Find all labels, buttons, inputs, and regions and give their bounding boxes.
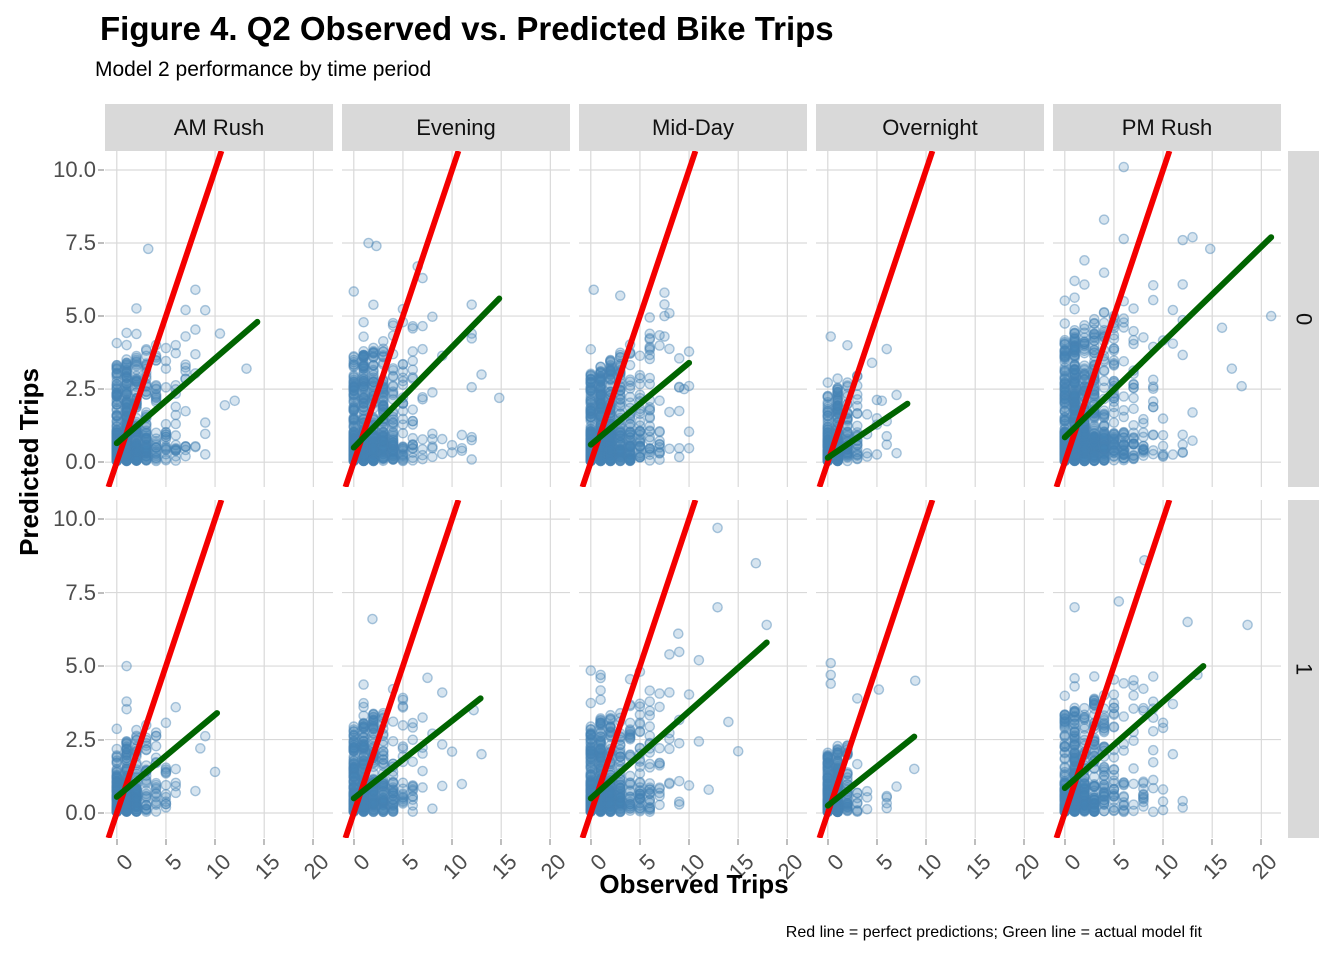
model-fit-line [113,318,261,447]
facet-strip-label: Evening [416,114,496,140]
y-tick-mark [98,518,104,521]
x-tick-mark [115,839,118,845]
y-tick-label: 7.5 [65,579,96,605]
model-fit-line [1061,663,1207,792]
scatter-points [348,613,487,818]
x-tick-mark [826,839,829,845]
panel-overnight-row0 [816,151,1044,487]
y-axis-title: Predicted Trips [14,368,44,556]
figure-subtitle: Model 2 performance by time period [95,58,432,81]
facet-strip-pm-rush: PM Rush [1053,104,1281,151]
facet-strip-am-rush: AM Rush [105,104,333,151]
x-tick-mark [1162,839,1165,845]
x-tick-mark [263,839,266,845]
y-tick-mark [98,315,104,318]
model-fit-line [350,695,484,802]
panel-evening-row1 [342,500,570,838]
x-tick-mark [925,839,928,845]
facet-row-strip-label: 0 [1291,312,1317,326]
y-tick-label: 2.5 [65,376,96,402]
panel-am-rush-row0 [105,151,333,487]
y-tick-mark [98,168,104,171]
x-tick-mark [589,839,592,845]
facet-strip-label: AM Rush [173,114,265,140]
figure-caption: Red line = perfect predictions; Green li… [785,924,1202,941]
model-fit-line [587,639,770,802]
perfect-prediction-line [816,500,936,838]
y-tick-label: 2.5 [65,726,96,752]
panel-overnight-row1 [816,500,1044,838]
y-tick-mark [98,388,104,391]
model-fit-line [113,710,221,800]
x-axis-title: Observed Trips [599,869,789,899]
figure-title: Figure 4. Q2 Observed vs. Predicted Bike… [100,10,834,47]
facet-strip-mid-day: Mid-Day [579,104,807,151]
y-tick-mark [98,461,104,464]
x-tick-mark [688,839,691,845]
x-tick-mark [451,839,454,845]
x-tick-mark [1112,839,1115,845]
x-tick-mark [549,839,552,845]
perfect-prediction-line [579,151,699,487]
facet-row-strip-0: 0 [1288,151,1319,487]
scatter-points [1059,161,1277,467]
panel-evening-row0 [342,151,570,487]
x-tick-mark [312,839,315,845]
panel-pm-rush-row1 [1053,500,1281,838]
x-tick-mark [214,839,217,845]
x-tick-mark [1260,839,1263,845]
model-fit-line [1061,234,1275,441]
x-tick-mark [737,839,740,845]
panel-mid-day-row1 [579,500,807,838]
scatter-points [1059,554,1253,818]
perfect-prediction-line [105,500,225,838]
panel-pm-rush-row0 [1053,151,1281,487]
facet-row-strip-1: 1 [1288,500,1319,838]
perfect-prediction-line [342,151,462,487]
x-tick-mark [786,839,789,845]
y-tick-mark [98,812,104,815]
y-tick-mark [98,591,104,594]
model-fit-line [824,733,918,809]
y-tick-mark [98,665,104,668]
panel-mid-day-row0 [579,151,807,487]
x-tick-mark [638,839,641,845]
y-tick-label: 10.0 [53,506,96,532]
x-tick-mark [1211,839,1214,845]
x-tick-mark [875,839,878,845]
facet-row-strip-label: 1 [1291,662,1317,676]
y-tick-label: 10.0 [53,156,96,182]
y-tick-label: 0.0 [65,449,96,475]
facet-strip-label: Overnight [882,114,978,140]
y-tick-label: 5.0 [65,303,96,329]
model-fit-line [824,400,911,461]
model-fit-line [587,359,693,448]
facet-strip-label: Mid-Day [652,114,734,140]
facet-strip-label: PM Rush [1121,114,1213,140]
x-tick-mark [974,839,977,845]
y-tick-label: 7.5 [65,230,96,256]
x-tick-mark [1023,839,1026,845]
x-tick-mark [352,839,355,845]
y-tick-label: 5.0 [65,653,96,679]
y-tick-mark [98,242,104,245]
perfect-prediction-line [816,151,936,487]
facet-strip-overnight: Overnight [816,104,1044,151]
scatter-points [585,522,773,818]
perfect-prediction-line [342,500,462,838]
x-tick-mark [401,839,404,845]
y-tick-mark [98,738,104,741]
panel-am-rush-row1 [105,500,333,838]
model-fit-line [350,295,503,451]
x-tick-mark [164,839,167,845]
x-tick-mark [1063,839,1066,845]
y-tick-label: 0.0 [65,800,96,826]
facet-strip-evening: Evening [342,104,570,151]
perfect-prediction-line [579,500,699,838]
x-tick-mark [500,839,503,845]
